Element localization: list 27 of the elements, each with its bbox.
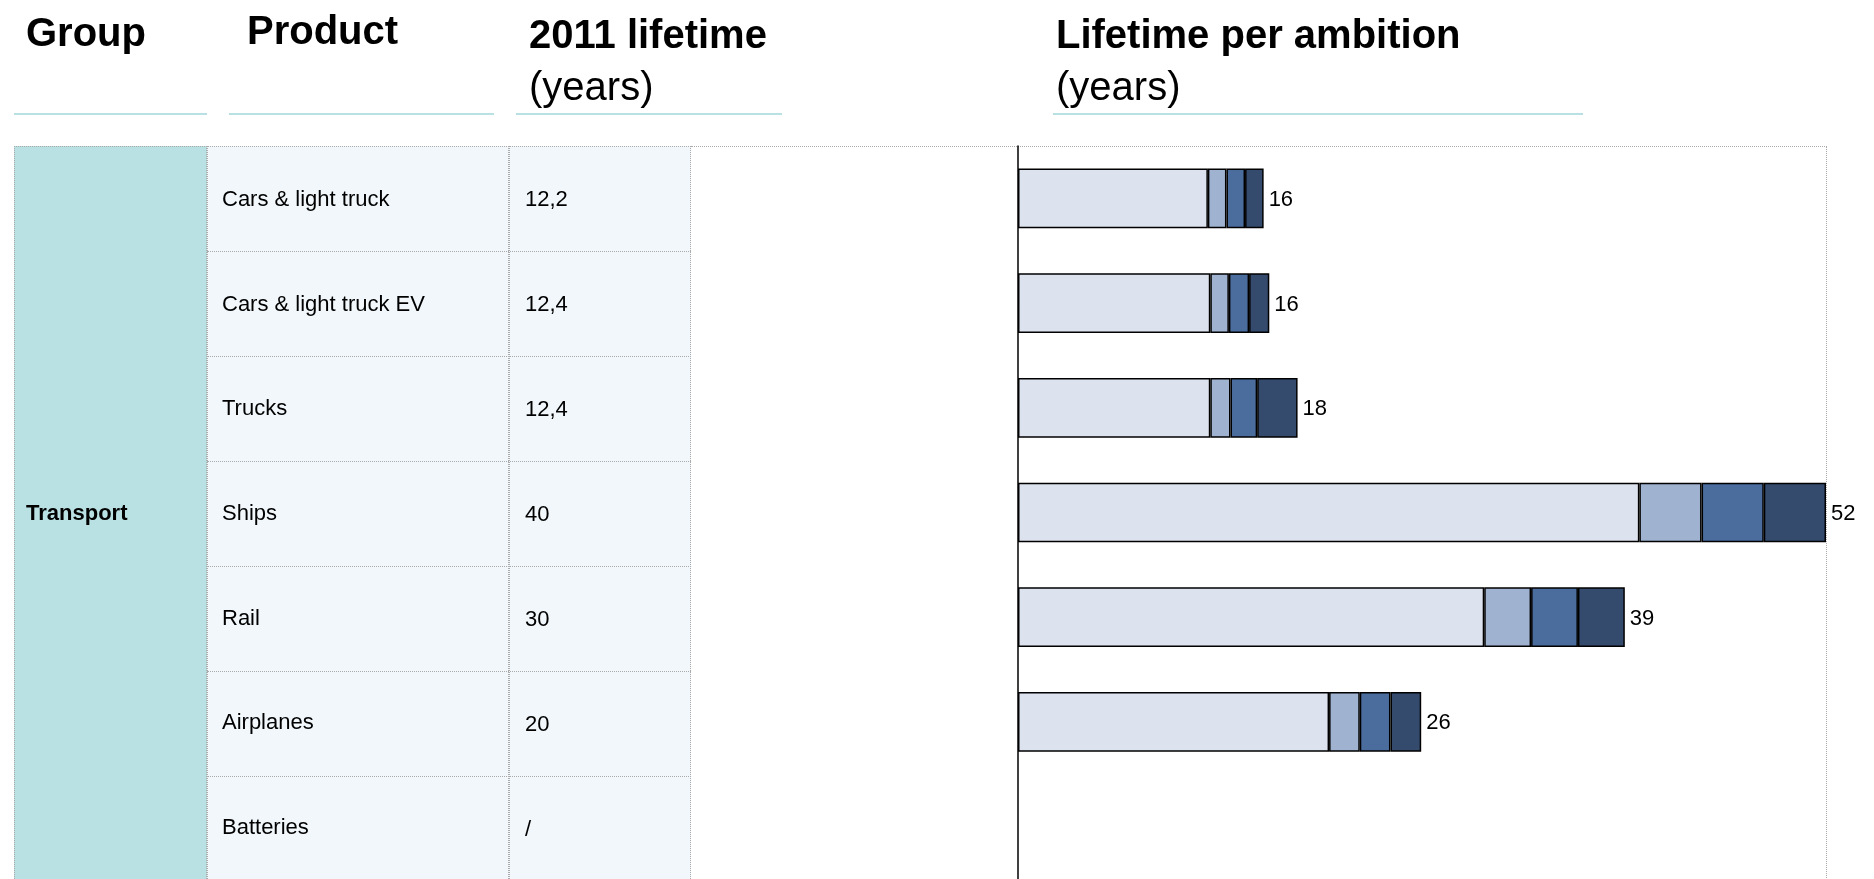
text: Group <box>26 10 146 55</box>
text: Transport <box>26 499 128 526</box>
y-tick-label: Cars & light truck EV <box>222 290 426 316</box>
annotation: 18 <box>1302 395 1328 421</box>
text: 12,4 <box>525 395 568 422</box>
y-tick-label: Cars & light truck <box>222 185 391 211</box>
annotation: 39 <box>1629 604 1655 630</box>
text: 12,4 <box>525 290 568 317</box>
text: 40 <box>525 500 550 527</box>
text: 2011 lifetime <box>529 12 767 57</box>
annotation: 52 <box>1831 500 1856 525</box>
text: 30 <box>525 605 550 632</box>
annotation: 16 <box>1274 290 1299 316</box>
chart-title: Lifetime per ambition <box>1056 12 1461 57</box>
y-tick-label: Ships <box>222 500 278 525</box>
text: 20 <box>525 710 550 737</box>
y-tick-label: Batteries <box>222 814 309 840</box>
annotation: 16 <box>1268 185 1294 211</box>
annotation: 26 <box>1426 709 1451 735</box>
y-tick-label: Rail <box>222 604 260 630</box>
y-tick-label: Airplanes <box>222 709 314 735</box>
text: (years) <box>529 64 654 109</box>
y-tick-label: Trucks <box>222 395 288 421</box>
chart-subtitle: (years) <box>1056 64 1181 109</box>
text: 12,2 <box>525 185 568 212</box>
y-axis-title: Product <box>247 8 399 53</box>
text: / <box>525 815 532 842</box>
